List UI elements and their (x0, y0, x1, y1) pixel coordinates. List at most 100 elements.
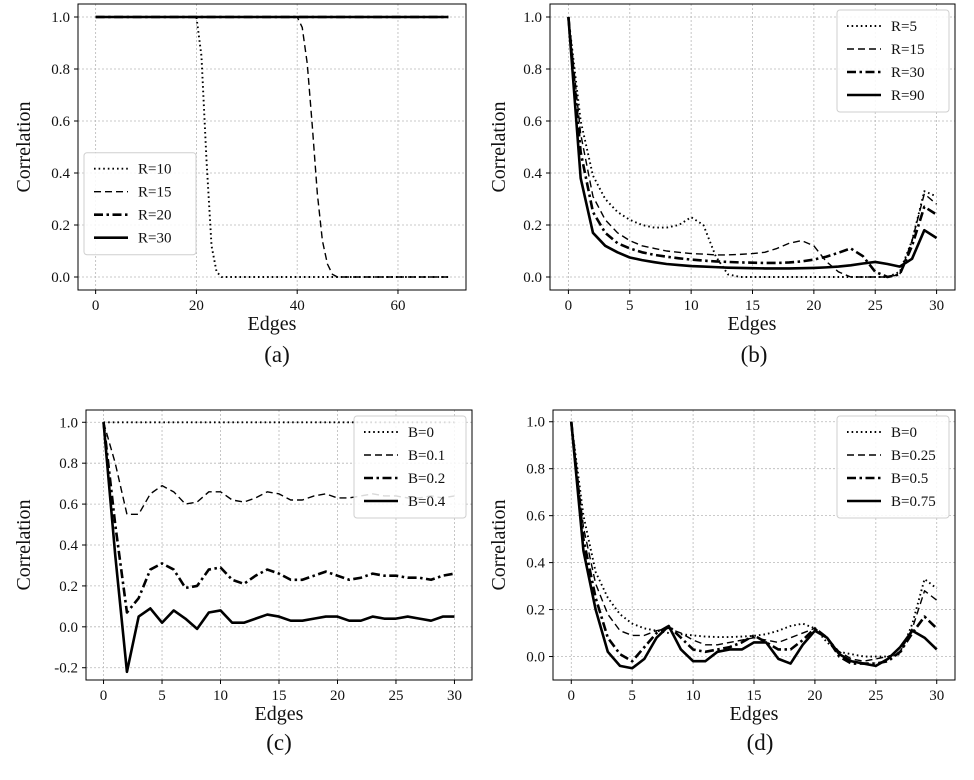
x-tick-label: 40 (290, 298, 305, 314)
x-tick-label: 10 (686, 688, 701, 704)
x-axis-label: Edges (730, 703, 779, 725)
y-tick-label: 0.8 (523, 62, 542, 78)
legend: R=10 R=15 R=20 R=30 (83, 152, 197, 256)
x-tick-label: 10 (213, 688, 228, 704)
y-tick-label: 0.6 (526, 509, 545, 525)
legend-label: B=0.2 (408, 471, 445, 487)
x-axis-label: Edges (248, 313, 297, 335)
x-tick-label: 30 (447, 688, 462, 704)
x-tick-label: 25 (388, 688, 403, 704)
y-tick-label: 0.2 (59, 579, 78, 595)
legend-label: B=0.75 (891, 494, 936, 510)
y-tick-label: 1.0 (526, 415, 545, 431)
y-axis-label: Correlation (13, 101, 35, 192)
series-line-r-10 (95, 16, 449, 278)
legend-label: B=0.5 (891, 471, 928, 487)
chart-panel-4: 0 5 10 15 20 25 30 0.0 0.2 0.4 0.6 0.8 1.0 Edges Corre… (488, 409, 956, 755)
y-axis-label: Correlation (13, 499, 35, 590)
legend-label: B=0.1 (408, 448, 445, 464)
y-tick-label: 0.8 (51, 62, 70, 78)
legend-label: R=30 (891, 65, 924, 81)
legend-label: B=0.25 (891, 448, 936, 464)
y-axis-label: Correlation (488, 499, 510, 590)
y-tick-label: 0.0 (526, 650, 545, 666)
series-line-b-0-2 (102, 422, 455, 614)
y-axis-label: Correlation (488, 101, 510, 192)
legend-label: R=15 (138, 185, 171, 201)
x-tick-label: 0 (92, 298, 100, 314)
x-tick-label: 5 (626, 298, 634, 314)
legend-label: B=0 (408, 425, 434, 441)
legend-box (836, 9, 950, 113)
axes-frame (77, 3, 467, 291)
y-tick-label: 0.2 (526, 603, 545, 619)
x-tick-label: 0 (565, 298, 573, 314)
y-tick-label: 0.8 (526, 462, 545, 478)
legend-label: R=20 (138, 208, 171, 224)
legend-label: R=90 (891, 88, 924, 104)
y-tick-label: 0.4 (523, 166, 542, 182)
legend-label: B=0.4 (408, 494, 446, 510)
panel-caption: (d) (747, 730, 774, 755)
x-tick-label: 5 (628, 688, 636, 704)
panel-caption: (c) (266, 730, 292, 755)
x-tick-label: 5 (158, 688, 166, 704)
chart-panel-1: 0 20 40 60 0.0 0.2 0.4 0.6 0.8 1.0 Edges Correlatio… (13, 3, 467, 367)
y-tick-label: 1.0 (51, 10, 70, 26)
y-tick-label: 0.4 (59, 538, 78, 554)
x-tick-label: 0 (568, 688, 576, 704)
chart-panel-2: 0 5 10 15 20 25 30 0.0 0.2 0.4 0.6 0.8 1.0 Edges Corre… (488, 3, 956, 367)
chart-panel-3: 0 5 10 15 20 25 30 -0.2 0.0 0.2 0.4 0.6 0.8 1.0 Edges C… (13, 409, 473, 755)
y-tick-label: 0.4 (51, 166, 70, 182)
y-tick-label: 0.6 (523, 114, 542, 130)
y-tick-label: -0.2 (54, 661, 78, 677)
panel-caption: (b) (741, 342, 768, 367)
y-tick-label: 0.4 (526, 556, 545, 572)
x-tick-label: 0 (100, 688, 108, 704)
legend-label: R=15 (891, 42, 924, 58)
legend: R=5 R=15 R=30 R=90 (836, 9, 950, 113)
x-tick-label: 10 (684, 298, 699, 314)
series-line-r-15 (567, 16, 938, 278)
series-line-r-30 (567, 16, 938, 279)
series-line-b-0-4 (102, 422, 455, 674)
legend-box (353, 415, 467, 519)
x-tick-label: 60 (390, 298, 405, 314)
y-tick-label: 0.0 (523, 270, 542, 286)
legend-label: R=30 (138, 231, 171, 247)
x-tick-label: 20 (189, 298, 204, 314)
y-tick-label: 0.2 (523, 218, 542, 234)
y-tick-label: 0.0 (51, 270, 70, 286)
x-tick-label: 20 (806, 298, 821, 314)
series-line-b-0-5 (569, 421, 938, 665)
legend: B=0 B=0.25 B=0.5 B=0.75 (836, 415, 950, 519)
y-tick-label: 0.6 (51, 114, 70, 130)
y-tick-label: 0.6 (59, 497, 78, 513)
x-tick-label: 15 (747, 688, 762, 704)
x-tick-label: 15 (745, 298, 760, 314)
x-tick-label: 25 (868, 298, 883, 314)
x-tick-label: 25 (868, 688, 883, 704)
series-line-r-90 (567, 16, 938, 270)
legend-box (836, 415, 950, 519)
y-tick-label: 1.0 (59, 415, 78, 431)
x-axis-label: Edges (728, 313, 777, 335)
series-line-b-0-75 (569, 421, 938, 670)
series-line-r-5 (567, 16, 937, 278)
y-tick-label: 0.8 (59, 456, 78, 472)
x-tick-label: 30 (929, 298, 944, 314)
x-tick-label: 30 (929, 688, 944, 704)
x-axis-label: Edges (255, 703, 304, 725)
x-tick-label: 20 (807, 688, 822, 704)
series-line-b-0-25 (570, 421, 938, 662)
legend-box (83, 152, 197, 256)
legend-label: B=0 (891, 425, 917, 441)
legend-label: R=5 (891, 19, 917, 35)
x-tick-label: 15 (272, 688, 287, 704)
y-tick-label: 0.0 (59, 620, 78, 636)
legend: B=0 B=0.1 B=0.2 B=0.4 (353, 415, 467, 519)
panel-caption: (a) (264, 342, 290, 367)
series-line-b-0 (570, 421, 938, 658)
y-tick-label: 0.2 (51, 218, 70, 234)
